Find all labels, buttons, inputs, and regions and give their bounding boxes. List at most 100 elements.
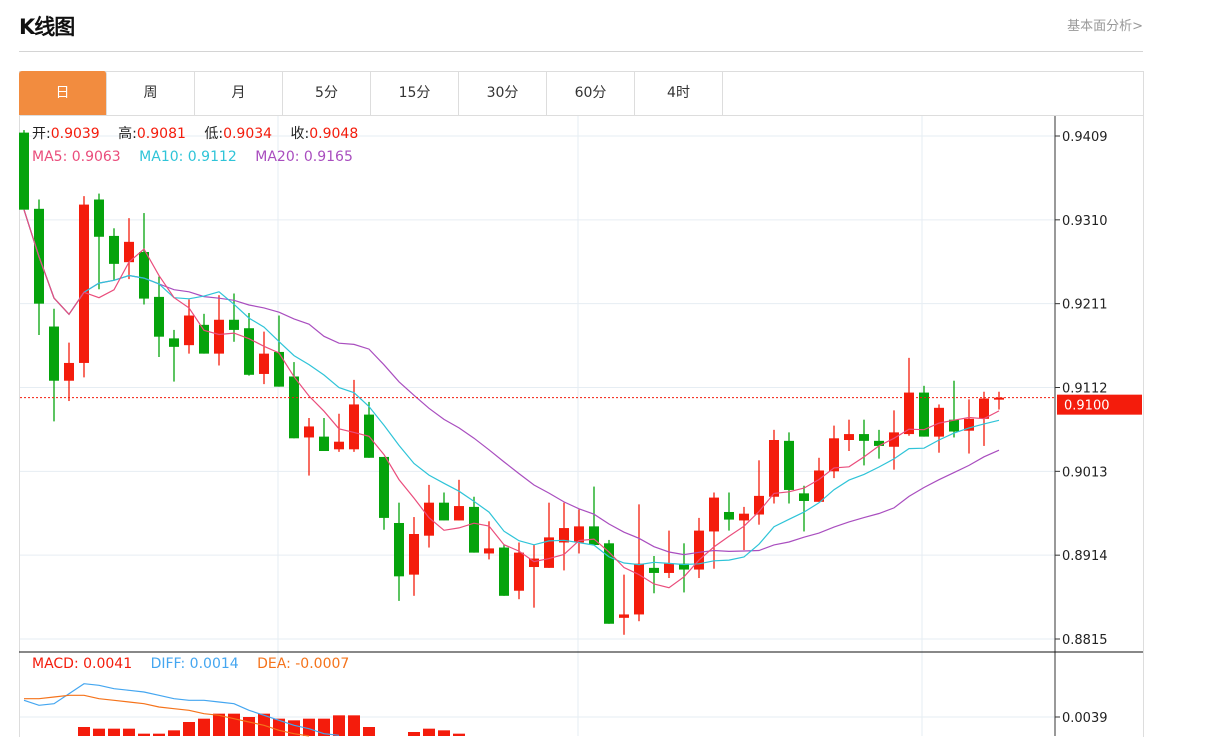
- macd-bar: [273, 718, 285, 736]
- tab-5min[interactable]: 5分: [283, 71, 371, 115]
- candle-up: [64, 362, 74, 381]
- candle-down: [469, 506, 479, 553]
- candle-up: [964, 418, 974, 431]
- candle-up: [559, 528, 569, 543]
- candle-up: [904, 392, 914, 435]
- page-title: K线图: [19, 15, 75, 39]
- candle-up: [259, 353, 269, 374]
- candle-down: [94, 199, 104, 237]
- candle-down: [319, 436, 329, 452]
- ma5-legend: MA5: 0.9063: [32, 149, 121, 165]
- dea-value: DEA: -0.0007: [257, 656, 350, 672]
- candle-up: [574, 526, 584, 543]
- price-tick-label: 0.9409: [1062, 130, 1108, 145]
- tab-4hour[interactable]: 4时: [635, 71, 723, 115]
- candle-up: [844, 434, 854, 441]
- macd-bar: [138, 733, 150, 736]
- candle-down: [724, 511, 734, 520]
- ma10-legend: MA10: 0.9112: [139, 149, 237, 165]
- macd-bar: [168, 730, 180, 736]
- macd-bar: [123, 728, 135, 736]
- diff-line: [23, 683, 340, 736]
- candle-down: [859, 434, 869, 441]
- macd-bar: [453, 733, 465, 736]
- high-label: 高:: [118, 126, 137, 142]
- tab-60min[interactable]: 60分: [547, 71, 635, 115]
- last-price-badge: [1057, 394, 1142, 415]
- open-label: 开:: [32, 126, 51, 142]
- candle-up: [739, 513, 749, 521]
- candle-down: [949, 419, 959, 432]
- candle-down: [604, 543, 614, 624]
- macd-bar: [438, 730, 450, 736]
- candle-down: [394, 522, 404, 577]
- candle-up: [124, 241, 134, 263]
- macd-bar: [228, 713, 240, 736]
- candle-down: [799, 493, 809, 501]
- candle-up: [409, 533, 419, 575]
- candle-down: [199, 324, 209, 354]
- price-tick-label: 0.9112: [1062, 382, 1108, 397]
- tab-30min[interactable]: 30分: [459, 71, 547, 115]
- candle-up: [304, 426, 314, 438]
- candle-down: [439, 502, 449, 521]
- fundamental-analysis-link[interactable]: 基本面分析>: [1067, 19, 1143, 34]
- diff-value: DIFF: 0.0014: [150, 656, 239, 672]
- candle-down: [679, 563, 689, 570]
- close-label: 收:: [290, 126, 310, 142]
- candle-down: [919, 392, 929, 437]
- ma20-legend: MA20: 0.9165: [255, 149, 353, 165]
- dea-line: [24, 694, 310, 737]
- macd-bar: [213, 713, 225, 736]
- tab-15min[interactable]: 15分: [371, 71, 459, 115]
- macd-bar: [303, 718, 315, 736]
- candle-down: [244, 328, 254, 375]
- candle-down: [109, 235, 119, 264]
- candle-up: [79, 204, 89, 363]
- candle-up: [664, 563, 674, 573]
- chart-container: [19, 71, 1144, 737]
- candle-up: [529, 558, 539, 568]
- close-value: 0.9048: [309, 126, 359, 142]
- candle-up: [454, 506, 464, 521]
- macd-bar: [108, 728, 120, 736]
- macd-bar: [198, 718, 210, 736]
- tab-day[interactable]: 日: [19, 71, 107, 115]
- candle-up: [214, 319, 224, 354]
- candle-up: [709, 497, 719, 532]
- price-tick-label: 0.8815: [1062, 633, 1108, 648]
- candle-up: [484, 548, 494, 554]
- divider: [19, 51, 1143, 52]
- macd-legend: MACD: 0.0041 DIFF: 0.0014 DEA: -0.0007: [32, 656, 363, 673]
- macd-bar: [93, 728, 105, 736]
- last-price-label: 0.9100: [1064, 399, 1110, 414]
- candle-up: [694, 530, 704, 570]
- macd-bar: [363, 727, 375, 736]
- macd-value: MACD: 0.0041: [32, 656, 133, 672]
- candle-up: [619, 614, 629, 618]
- candle-up: [994, 397, 1004, 400]
- candle-up: [544, 537, 554, 568]
- candle-up: [979, 398, 989, 419]
- low-value: 0.9034: [223, 126, 273, 142]
- macd-bar: [318, 718, 330, 736]
- tab-week[interactable]: 周: [107, 71, 195, 115]
- tab-month[interactable]: 月: [195, 71, 283, 115]
- price-tick-label: 0.9310: [1062, 214, 1108, 229]
- high-value: 0.9081: [136, 126, 186, 142]
- candle-down: [154, 296, 164, 337]
- candle-down: [499, 547, 509, 596]
- candle-down: [589, 526, 599, 546]
- macd-tick-label: 0.0039: [1062, 711, 1108, 726]
- candle-down: [19, 132, 29, 210]
- open-value: 0.9039: [50, 126, 100, 142]
- ma-legend: MA5: 0.9063 MA10: 0.9112 MA20: 0.9165: [32, 149, 367, 166]
- macd-bar: [183, 722, 195, 736]
- candle-down: [139, 252, 149, 299]
- macd-bar: [78, 727, 90, 736]
- macd-bar: [153, 733, 165, 736]
- candle-up: [184, 315, 194, 346]
- candle-down: [229, 319, 239, 330]
- candle-up: [769, 440, 779, 497]
